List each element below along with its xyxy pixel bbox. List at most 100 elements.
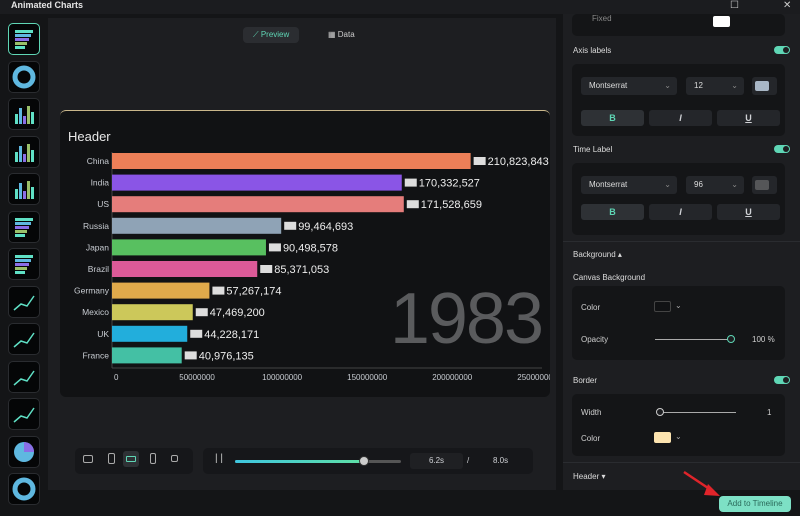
category-label: Russia [83, 221, 109, 231]
axis-labels-toggle[interactable] [774, 46, 790, 54]
aspect-wide-button[interactable] [123, 451, 139, 467]
axis-size-select[interactable]: 12 ⌄ [686, 77, 744, 95]
aspect-square-button[interactable] [171, 455, 178, 462]
timeline-handle[interactable] [358, 456, 369, 466]
aspect-ratio-group [75, 448, 193, 474]
chevron-down-icon: ⌄ [731, 180, 738, 189]
maximize-icon[interactable]: ☐ [730, 0, 739, 11]
time-bold-button[interactable]: B [581, 204, 644, 220]
background-section-toggle[interactable]: Background ▴ [573, 250, 622, 259]
category-label: Japan [86, 242, 109, 252]
category-label: France [83, 350, 110, 360]
bar-us [112, 196, 404, 213]
line-chart-icon: ⟋ [253, 30, 261, 39]
axis-bold-button[interactable]: B [581, 110, 644, 126]
header-section-toggle[interactable]: Header ▾ [573, 472, 606, 481]
area-icon [13, 370, 35, 386]
opacity-label: Opacity [581, 335, 609, 344]
chevron-down-icon[interactable]: ⌄ [675, 301, 682, 310]
x-tick-label: 250000000 [517, 373, 550, 382]
multi-line-icon [13, 332, 35, 348]
pie-icon [14, 441, 34, 462]
playback-bar: | | 6.2s / 8.0s [203, 448, 533, 474]
aspect-9-16-button[interactable] [108, 453, 115, 464]
chart-type-multi-line[interactable] [8, 323, 40, 355]
bar-chart: China 210,823,843 India 170,332,527 US 171,52… [74, 152, 550, 382]
total-time: 8.0s [493, 456, 509, 465]
time-label-toggle[interactable] [774, 145, 790, 153]
chart-type-sidebar [0, 14, 48, 505]
border-color-swatch[interactable] [654, 432, 671, 443]
time-italic-button[interactable]: I [649, 204, 712, 220]
chart-type-column[interactable] [8, 98, 40, 130]
bar-china [112, 153, 471, 169]
pause-icon[interactable]: | | [215, 453, 223, 464]
bar-germany [112, 282, 210, 299]
opacity-handle[interactable] [727, 335, 735, 343]
bg-color-swatch[interactable] [654, 301, 671, 312]
aspect-16-9-button[interactable] [83, 455, 93, 463]
bg-color-label: Color [581, 303, 601, 312]
bar-uk [112, 325, 188, 342]
chart-type-donut[interactable] [8, 60, 40, 93]
flag-icon [190, 329, 203, 338]
bar-france [112, 347, 182, 364]
value-label: 99,464,693 [298, 221, 353, 233]
value-label: 90,498,578 [283, 242, 338, 254]
chart-type-column-stacked[interactable] [8, 173, 40, 205]
column-stacked-icon [15, 181, 34, 199]
category-label: US [97, 199, 109, 209]
opacity-slider[interactable] [655, 339, 731, 340]
time-separator: / [467, 456, 470, 465]
tab-preview[interactable]: ⟋ Preview [243, 27, 300, 43]
chart-type-gauge[interactable] [8, 473, 40, 505]
bar-horizontal-icon [15, 217, 33, 237]
table-icon: ▦ [328, 30, 338, 39]
chart-type-bar-stacked[interactable] [8, 248, 40, 280]
border-width-handle[interactable] [656, 408, 664, 416]
border-width-value: 1 [767, 408, 772, 417]
x-tick-label: 50000000 [179, 373, 215, 382]
axis-font-select[interactable]: Montserrat ⌄ [581, 77, 677, 95]
settings-panel: Fixed Axis labels Montserrat ⌄ 12 ⌄ B I U … [563, 14, 800, 490]
preview-area: ⟋ Preview ▦ Data Header China 210,823,843… [48, 18, 556, 490]
axis-color-picker[interactable] [752, 77, 777, 95]
tab-data[interactable]: ▦ Data [328, 30, 355, 39]
chart-type-pie[interactable] [8, 435, 40, 468]
time-color-picker[interactable] [752, 176, 777, 194]
flag-icon [406, 200, 419, 209]
value-label: 44,228,171 [204, 329, 259, 341]
time-underline-button[interactable]: U [717, 204, 780, 220]
add-to-timeline-button[interactable]: Add to Timeline [719, 496, 791, 512]
chart-type-area[interactable] [8, 360, 40, 393]
border-width-label: Width [581, 408, 602, 417]
axis-italic-button[interactable]: I [649, 110, 712, 126]
time-font-select[interactable]: Montserrat ⌄ [581, 176, 677, 194]
value-label: 85,371,053 [274, 264, 329, 276]
aspect-tall-button[interactable] [150, 453, 156, 464]
chart-type-stacked-area[interactable] [8, 398, 40, 430]
chevron-down-icon[interactable]: ⌄ [675, 432, 682, 441]
x-tick-label: 200000000 [432, 373, 473, 382]
chart-type-bar-race[interactable] [8, 23, 40, 55]
window-title: Animated Charts [11, 0, 84, 10]
fixed-color-swatch[interactable] [713, 16, 730, 27]
border-toggle[interactable] [774, 376, 790, 384]
timeline-slider[interactable] [235, 456, 401, 466]
chart-type-column-grouped[interactable] [8, 135, 40, 168]
border-width-slider[interactable] [660, 412, 736, 413]
axis-underline-button[interactable]: U [717, 110, 780, 126]
title-bar: Animated Charts ☐ ✕ [0, 0, 800, 14]
time-label: 1983 [389, 279, 544, 359]
chart-type-line[interactable] [8, 285, 40, 318]
close-icon[interactable]: ✕ [783, 0, 792, 11]
category-label: Germany [74, 286, 110, 296]
canvas-background-heading: Canvas Background [573, 273, 646, 282]
axis-labels-box: Montserrat ⌄ 12 ⌄ B I U [572, 64, 785, 136]
current-time-field[interactable]: 6.2s [410, 453, 463, 469]
time-size-select[interactable]: 96 ⌄ [686, 176, 744, 194]
value-label: 171,528,659 [421, 199, 482, 211]
chart-type-bar-horizontal[interactable] [8, 210, 40, 243]
chart-canvas: Header China 210,823,843 India 170,332,527 U… [60, 110, 550, 397]
bar-russia [112, 217, 282, 234]
